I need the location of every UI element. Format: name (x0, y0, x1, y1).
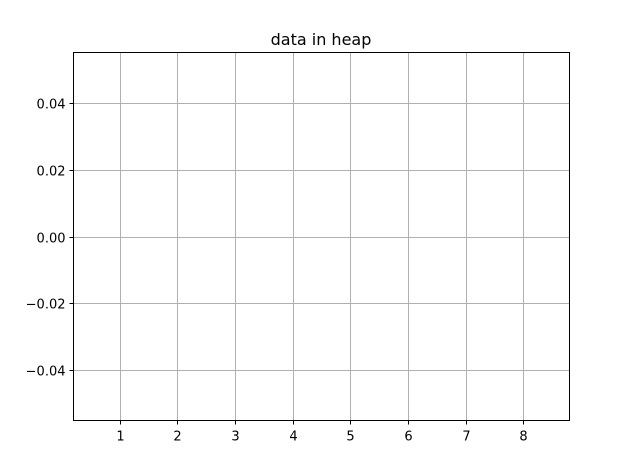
x-tick-label: 8 (519, 430, 527, 445)
x-tick-label: 3 (231, 430, 239, 445)
chart-title: data in heap (271, 30, 372, 49)
grid (73, 52, 570, 421)
y-tick-label: 0.00 (37, 232, 66, 247)
x-tick-label: 1 (116, 430, 124, 445)
y-axis: 0.04 0.02 0.00 −0.02 −0.04 (26, 98, 74, 380)
y-tick-label: −0.02 (26, 298, 66, 313)
plot-area (73, 52, 570, 421)
y-tick-label: 0.04 (37, 98, 66, 113)
x-tick-label: 5 (346, 430, 354, 445)
x-tick-label: 7 (462, 430, 470, 445)
x-tick-label: 2 (173, 430, 181, 445)
x-tick-label: 6 (404, 430, 412, 445)
x-tick-label: 4 (289, 430, 297, 445)
y-tick-label: 0.02 (37, 165, 66, 180)
y-tick-label: −0.04 (26, 365, 66, 380)
x-axis: 1 2 3 4 5 6 7 8 (116, 420, 528, 445)
